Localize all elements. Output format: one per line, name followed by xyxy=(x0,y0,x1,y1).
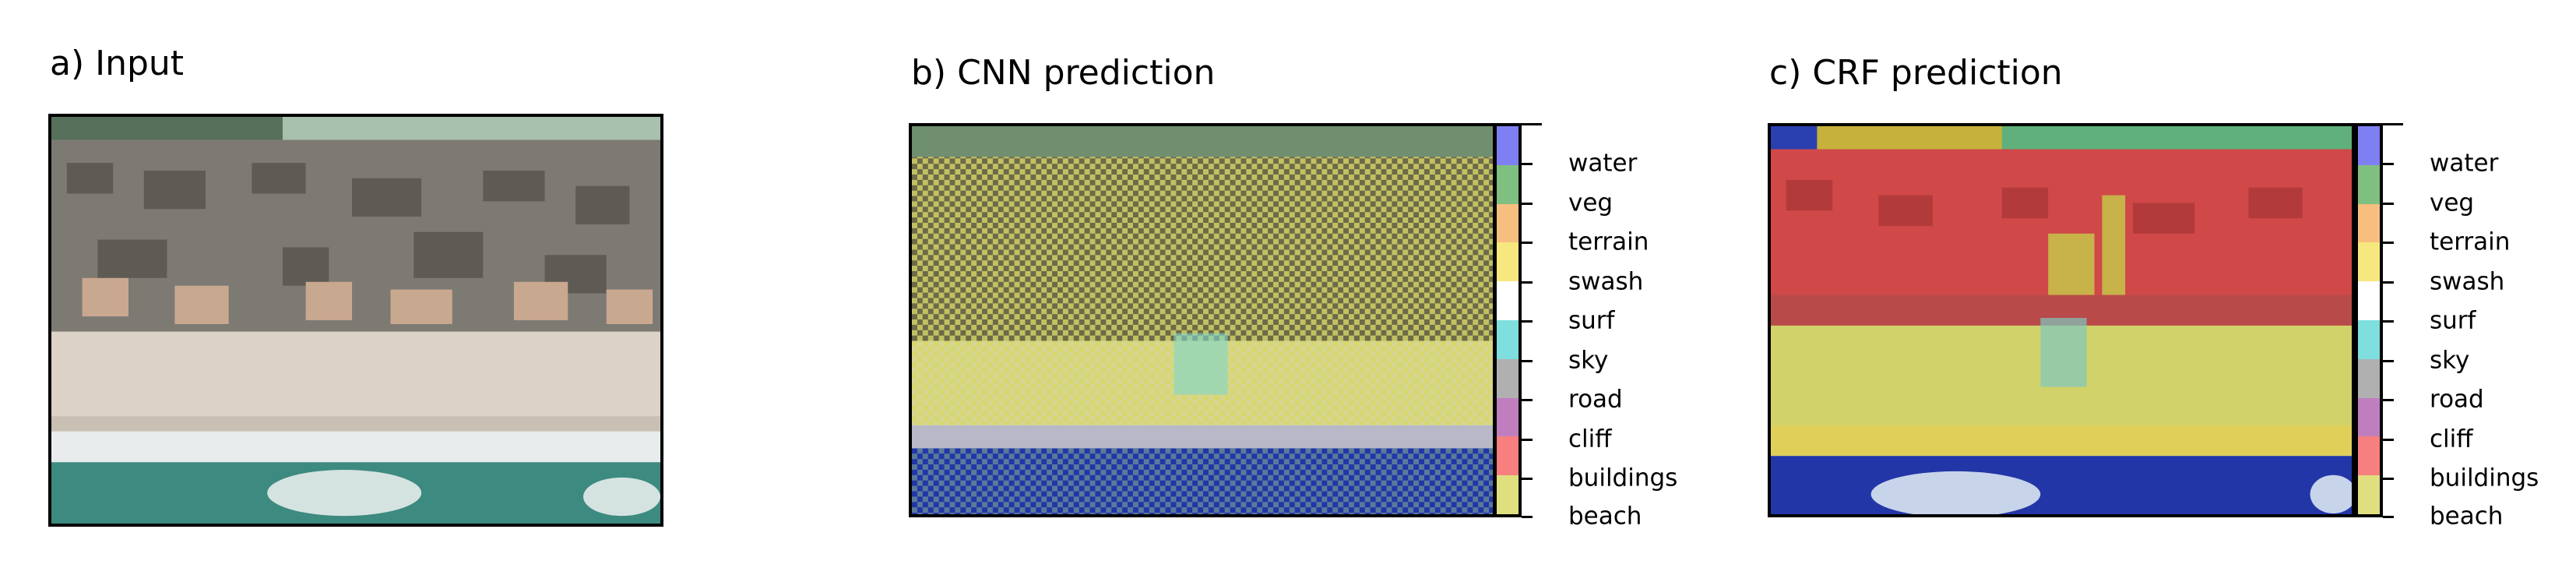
cnn-label-buildings: buildings xyxy=(1568,464,1678,492)
crf-label-road: road xyxy=(2430,385,2484,414)
cnn-swatch-veg xyxy=(1497,164,1519,204)
cnn-swatch-sky xyxy=(1497,319,1519,359)
crf-swatch-swash xyxy=(2358,242,2380,282)
cnn-swatch-terrain xyxy=(1497,203,1519,243)
cnn-prediction-image xyxy=(909,123,1496,517)
crf-label-beach: beach xyxy=(2430,502,2504,531)
cnn-label-road: road xyxy=(1568,385,1623,414)
crf-label-surf: surf xyxy=(2430,306,2476,335)
crf-label-buildings: buildings xyxy=(2430,464,2539,492)
cnn-label-sky: sky xyxy=(1568,346,1609,375)
crf-swatch-sky xyxy=(2358,319,2380,359)
crf-swatch-buildings xyxy=(2358,436,2380,476)
panel-b-title: b) CNN prediction xyxy=(911,53,1216,93)
cnn-swatch-road xyxy=(1497,358,1519,398)
crf-swatch-cliff xyxy=(2358,397,2380,437)
cnn-swatch-water xyxy=(1497,126,1519,165)
cnn-label-cliff: cliff xyxy=(1568,425,1612,453)
cnn-label-water: water xyxy=(1568,149,1638,178)
cnn-label-beach: beach xyxy=(1568,502,1642,531)
cnn-label-swash: swash xyxy=(1568,267,1644,296)
input-aerial-photo xyxy=(51,117,660,524)
crf-swatch-terrain xyxy=(2358,203,2380,243)
panel-a-title: a) Input xyxy=(50,44,185,83)
crf-label-swash: swash xyxy=(2430,267,2505,296)
crf-swatch-water xyxy=(2358,126,2380,165)
crf-label-sky: sky xyxy=(2430,346,2470,375)
panel-c-title: c) CRF prediction xyxy=(1769,53,2063,93)
crf-label-cliff: cliff xyxy=(2430,425,2473,453)
input-image xyxy=(48,114,663,527)
crf-label-water: water xyxy=(2430,149,2499,178)
cnn-swatch-surf xyxy=(1497,281,1519,320)
cnn-overlay xyxy=(912,126,1493,514)
crf-swatch-veg xyxy=(2358,164,2380,204)
crf-prediction-image xyxy=(1768,123,2355,517)
crf-swatch-beach xyxy=(2358,475,2380,514)
crf-colorbar xyxy=(2355,123,2383,517)
crf-swatch-surf xyxy=(2358,281,2380,320)
cnn-swatch-cliff xyxy=(1497,397,1519,437)
crf-label-veg: veg xyxy=(2430,189,2475,217)
cnn-colorbar xyxy=(1494,123,1522,517)
cnn-swatch-buildings xyxy=(1497,436,1519,476)
cnn-label-terrain: terrain xyxy=(1568,228,1649,256)
crf-label-terrain: terrain xyxy=(2430,228,2511,256)
cnn-label-surf: surf xyxy=(1568,306,1615,335)
cnn-label-veg: veg xyxy=(1568,189,1614,217)
cnn-swatch-beach xyxy=(1497,475,1519,514)
crf-overlay xyxy=(1771,126,2352,514)
cnn-swatch-swash xyxy=(1497,242,1519,282)
crf-swatch-road xyxy=(2358,358,2380,398)
